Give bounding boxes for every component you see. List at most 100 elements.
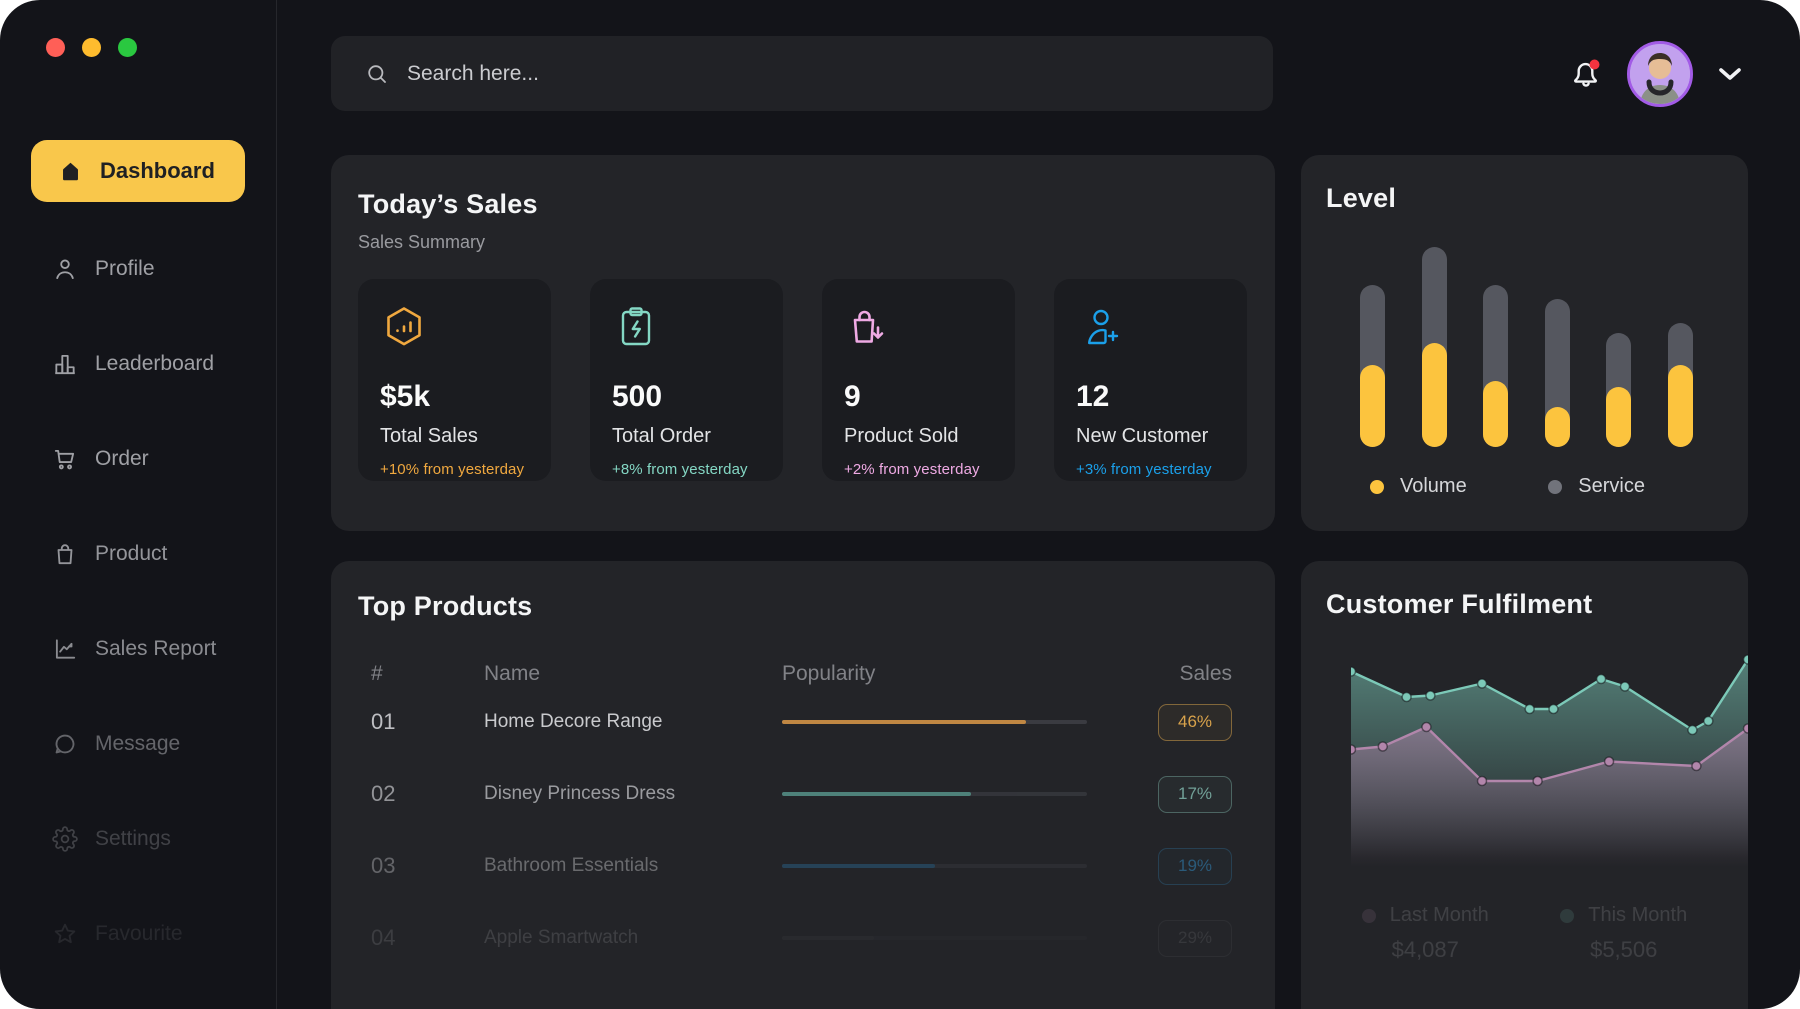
product-name: Disney Princess Dress — [484, 783, 676, 804]
fulfilment-stat-last-month: Last Month $4,087 — [1361, 904, 1489, 963]
stat-card-product-sold: 9 Product Sold +2% from yesterday — [822, 279, 1015, 481]
sidebar-item-settings[interactable]: Settings — [0, 791, 276, 886]
customer-fulfilment-title: Customer Fulfilment — [1326, 589, 1593, 619]
level-bar-2 — [1421, 247, 1447, 447]
popularity-fill — [782, 864, 935, 868]
legend-dot — [1370, 479, 1384, 494]
stat-value: $5k — [380, 380, 431, 413]
hex-chart-icon — [380, 303, 428, 351]
table-body: 01 Home Decore Range 46% 02 Disney Princess … — [358, 686, 1248, 974]
sidebar-nav: Dashboard Profile Leaderboard Order Product S… — [0, 140, 276, 981]
customer-fulfilment-stats: Last Month $4,087 This Month $5,506 — [1326, 904, 1723, 963]
dashboard-grid: Today’s Sales Sales Summary $5k Total Sal… — [331, 155, 1748, 1009]
sidebar-item-order[interactable]: Order — [0, 411, 276, 506]
sidebar-item-leaderboard[interactable]: Leaderboard — [0, 316, 276, 411]
todays-sales-subtitle: Sales Summary — [358, 232, 486, 252]
fulfilment-stat-value: $4,087 — [1391, 937, 1459, 962]
legend-label: Volume — [1400, 475, 1467, 497]
notifications-button[interactable] — [1567, 55, 1605, 93]
level-card: Level Volume Service — [1301, 155, 1748, 531]
level-title: Level — [1326, 183, 1397, 213]
column-popularity: Popularity — [782, 662, 876, 685]
home-icon — [57, 158, 83, 184]
popularity-track — [782, 720, 1087, 724]
user-icon — [52, 256, 78, 282]
minimize-button[interactable] — [82, 38, 101, 57]
user-plus-icon — [1076, 303, 1124, 351]
level-bar-volume-segment — [1667, 365, 1693, 447]
sidebar-item-favourite[interactable]: Favourite — [0, 886, 276, 981]
popularity-cell — [782, 864, 1158, 868]
sidebar-item-label: Message — [95, 731, 181, 755]
stat-change: +3% from yesterday — [1076, 461, 1212, 478]
sidebar-item-label: Favourite — [95, 921, 183, 945]
product-rank: 04 — [371, 925, 396, 950]
customer-fulfilment-card: Customer Fulfilment Last Month $4,087 This… — [1301, 561, 1748, 1009]
popularity-cell — [782, 936, 1158, 940]
product-row-03: 03 Bathroom Essentials 19% — [358, 830, 1248, 902]
customer-fulfilment-chart — [1351, 654, 1748, 892]
product-name: Apple Smartwatch — [484, 927, 639, 948]
level-bar-volume-segment — [1606, 387, 1632, 447]
sales-badge: 19% — [1158, 847, 1232, 885]
column-rank: # — [371, 662, 383, 685]
stat-value: 12 — [1076, 380, 1110, 413]
table-header: # Name Popularity Sales — [358, 662, 1248, 686]
user-avatar[interactable] — [1627, 40, 1693, 107]
product-row-04: 04 Apple Smartwatch 29% — [358, 902, 1248, 974]
sidebar-item-label: Sales Report — [95, 636, 217, 660]
popularity-track — [782, 936, 1087, 940]
profile-menu-button[interactable] — [1715, 64, 1745, 84]
product-row-01: 01 Home Decore Range 46% — [358, 686, 1248, 758]
zoom-button[interactable] — [118, 38, 137, 57]
close-button[interactable] — [46, 38, 65, 57]
fulfilment-stat-value: $5,506 — [1590, 937, 1658, 962]
todays-sales-card: Today’s Sales Sales Summary $5k Total Sal… — [331, 155, 1275, 531]
stat-card-total-order: 500 Total Order +8% from yesterday — [590, 279, 783, 481]
legend-item-service: Service — [1548, 475, 1645, 498]
bell-icon — [1567, 55, 1605, 93]
legend-label: Service — [1578, 475, 1645, 497]
sidebar-item-sales-report[interactable]: Sales Report — [0, 601, 276, 696]
sidebar-item-label: Leaderboard — [95, 351, 215, 375]
search-input[interactable] — [405, 60, 1239, 87]
stat-label: Product Sold — [844, 425, 959, 447]
popularity-track — [782, 792, 1087, 796]
stat-label: New Customer — [1076, 425, 1209, 447]
column-name: Name — [484, 662, 541, 685]
level-legend: Volume Service — [1326, 475, 1723, 498]
fulfilment-stat-label: Last Month — [1389, 904, 1489, 926]
search-bar[interactable] — [331, 36, 1273, 111]
popularity-cell — [782, 792, 1158, 796]
sidebar-item-product[interactable]: Product — [0, 506, 276, 601]
sales-badge: 17% — [1158, 775, 1232, 813]
product-row-02: 02 Disney Princess Dress 17% — [358, 758, 1248, 830]
legend-dot — [1361, 908, 1376, 923]
gear-icon — [52, 825, 78, 852]
sidebar-item-message[interactable]: Message — [0, 696, 276, 791]
sidebar: Dashboard Profile Leaderboard Order Product S… — [0, 0, 277, 1009]
sidebar-item-dashboard[interactable]: Dashboard — [31, 140, 245, 202]
popularity-fill — [782, 720, 1026, 724]
level-bar-chart — [1326, 247, 1723, 447]
product-rank: 02 — [371, 781, 396, 806]
popularity-cell — [782, 720, 1158, 724]
popularity-track — [782, 864, 1087, 868]
todays-sales-title: Today’s Sales — [358, 189, 538, 219]
stat-change: +8% from yesterday — [612, 461, 748, 478]
star-icon — [52, 921, 78, 947]
sidebar-item-profile[interactable]: Profile — [0, 221, 276, 316]
stat-change: +10% from yesterday — [380, 461, 525, 478]
product-rank: 01 — [371, 709, 396, 734]
product-name: Bathroom Essentials — [484, 855, 659, 876]
legend-dot — [1548, 479, 1563, 494]
stat-card-total-sales: $5k Total Sales +10% from yesterday — [358, 279, 551, 481]
product-rank: 03 — [371, 853, 396, 878]
stat-card-new-customer: 12 New Customer +3% from yesterday — [1054, 279, 1247, 481]
clipboard-bolt-icon — [612, 303, 660, 351]
level-bar-3 — [1483, 285, 1509, 447]
leaderboard-icon — [52, 351, 78, 377]
bag-icon — [52, 541, 78, 567]
main-content: Today’s Sales Sales Summary $5k Total Sal… — [278, 0, 1800, 1009]
level-bar-volume-segment — [1421, 343, 1447, 447]
